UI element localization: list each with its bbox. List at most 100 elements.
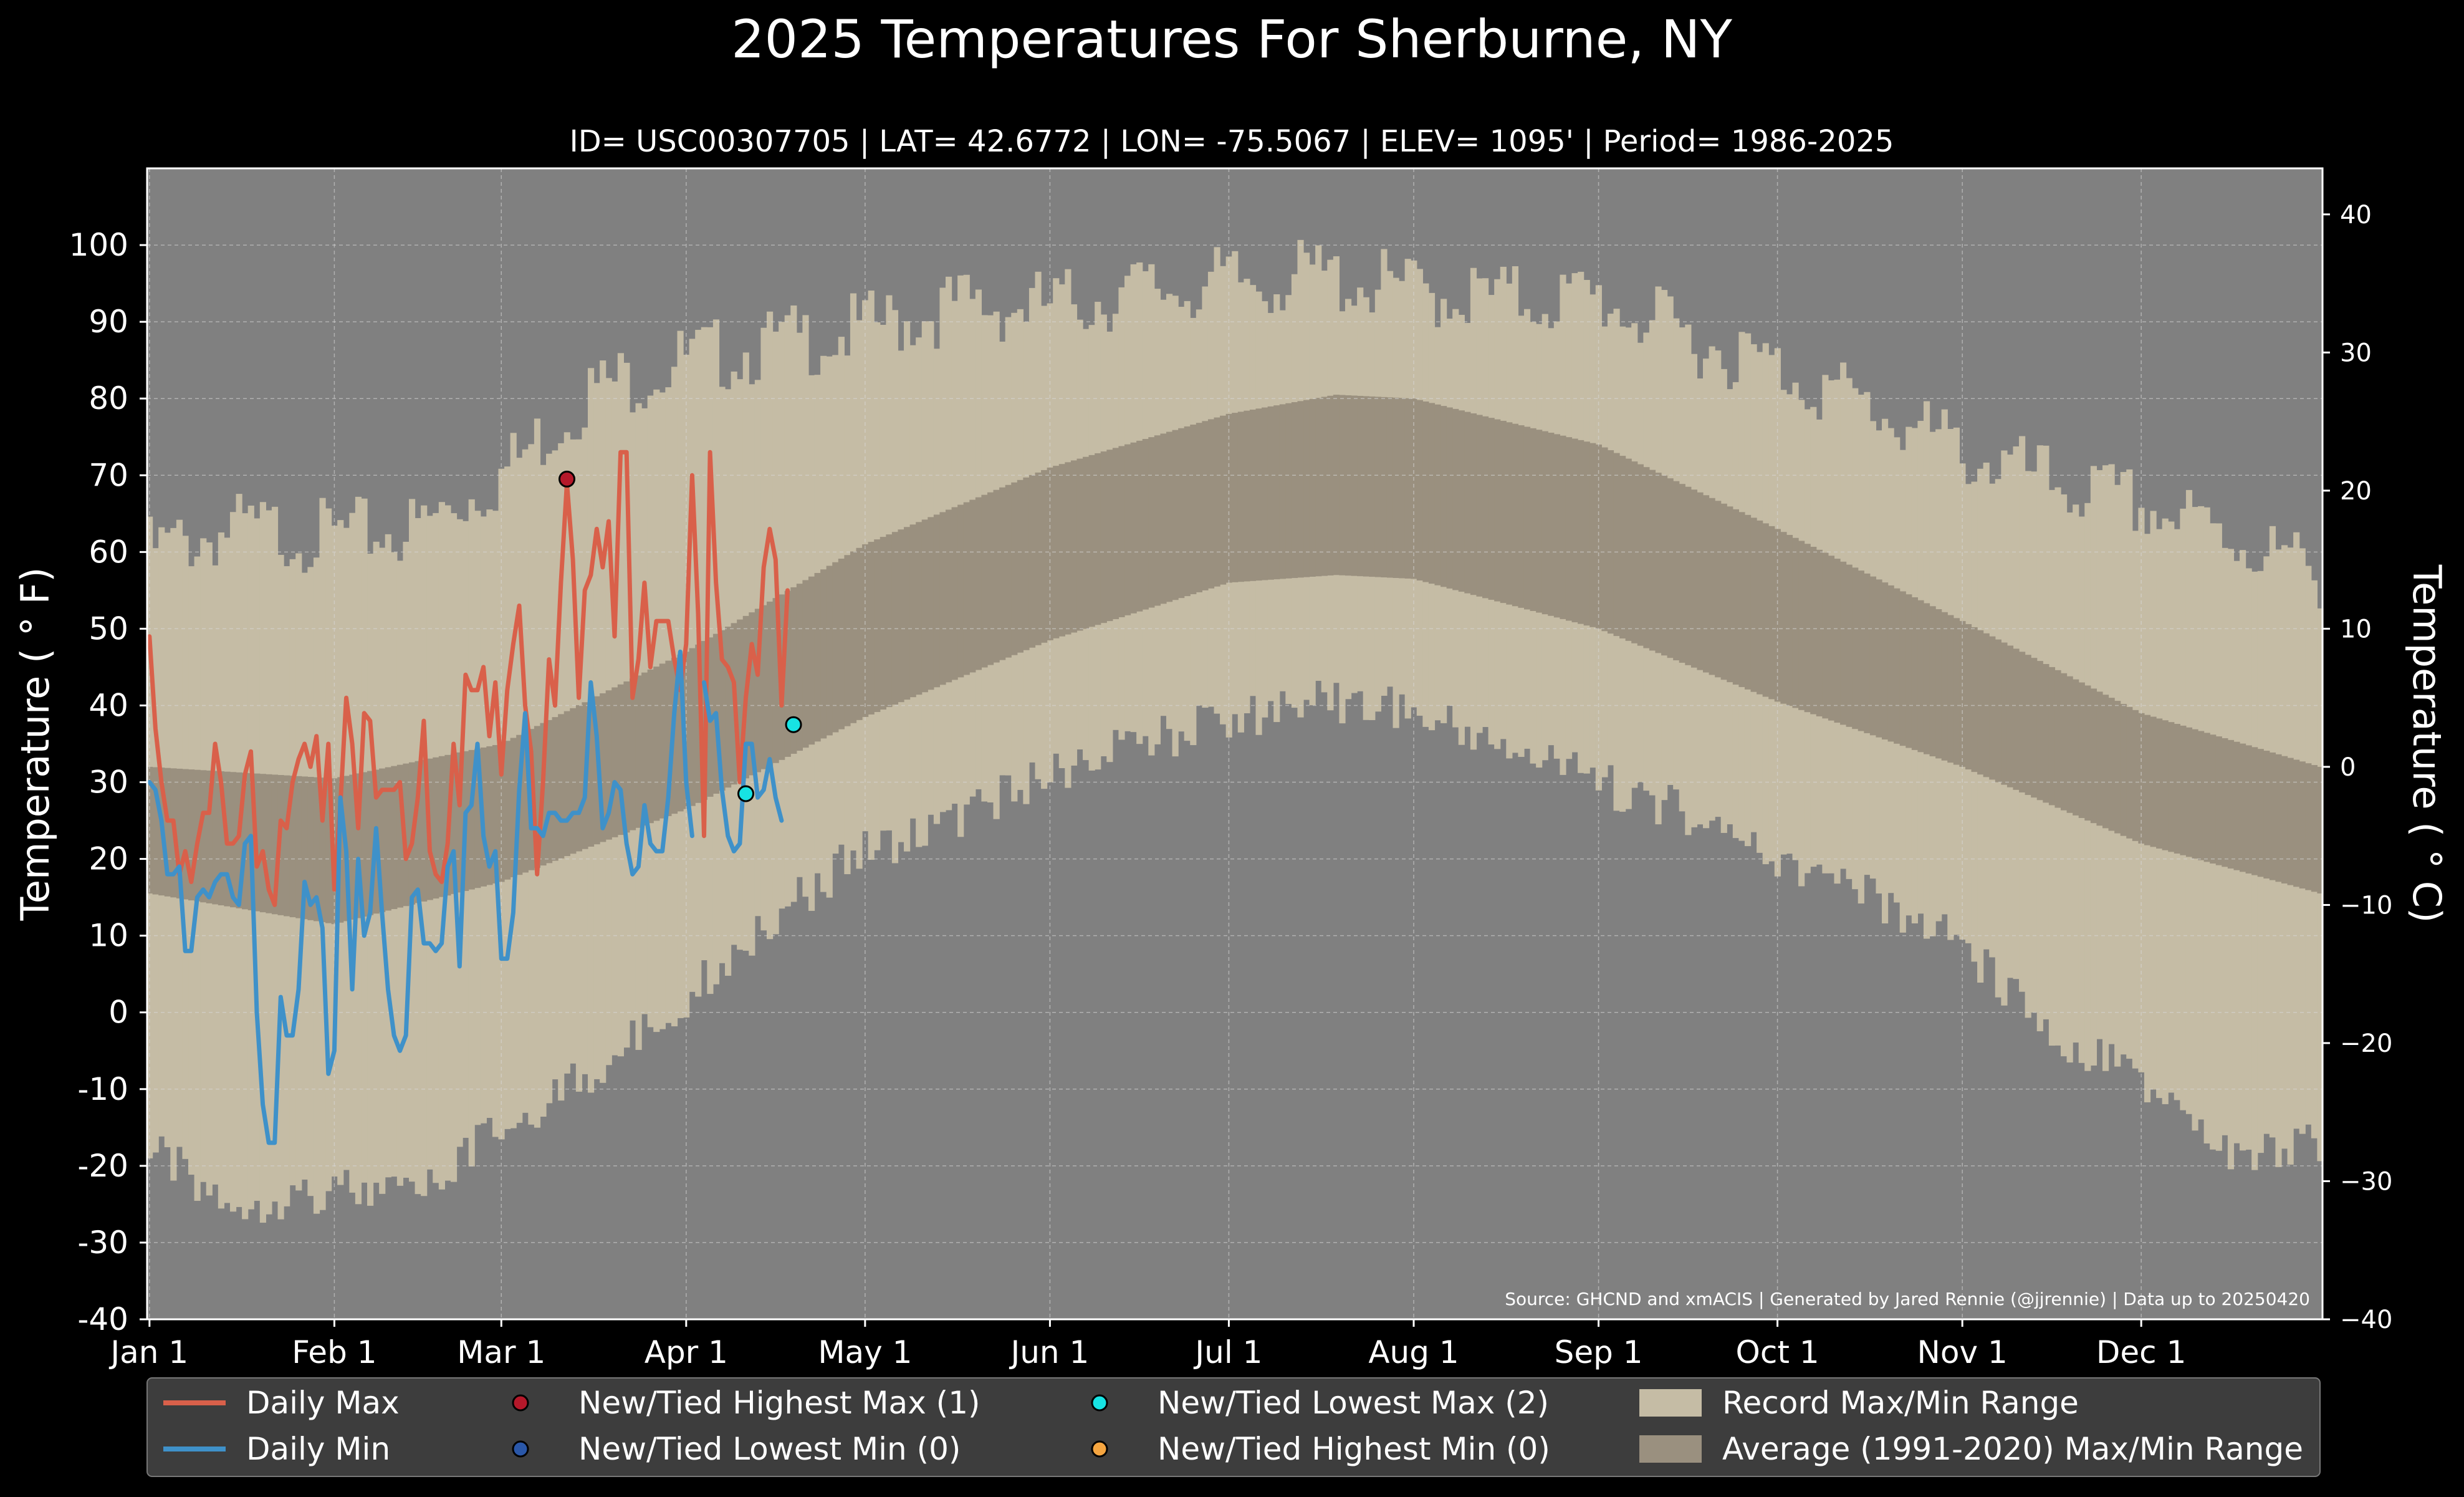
normal-range-bar: [850, 551, 857, 723]
normal-range-bar: [188, 769, 195, 901]
normal-range-bar: [1017, 479, 1023, 653]
normal-range-bar: [1578, 440, 1584, 624]
normal-range-bar: [981, 494, 988, 668]
normal-range-bar: [2269, 752, 2276, 880]
normal-range-bar: [635, 675, 642, 828]
normal-range-bar: [2019, 652, 2026, 792]
normal-range-bar: [307, 776, 314, 920]
normal-range-bar: [1070, 460, 1078, 633]
normal-range-bar: [1637, 464, 1644, 646]
normal-range-bar: [522, 731, 529, 873]
legend-box: [146, 1377, 2321, 1477]
normal-range-bar: [206, 770, 213, 903]
record-marker: [737, 785, 755, 802]
normal-range-bar: [1441, 406, 1447, 587]
normal-range-bar: [2233, 741, 2240, 870]
normal-range-bar: [886, 534, 893, 708]
normal-range-bar: [1619, 456, 1626, 638]
normal-range-bar: [1351, 395, 1358, 576]
normal-range-bar: [1262, 407, 1268, 580]
y-axis-left: -40 -30 -20 -10 0 10 20 30 40 50 60 70 80 90 100: [69, 227, 147, 1337]
normal-range-bar: [361, 772, 368, 917]
normal-range-bar: [218, 771, 225, 906]
normal-range-bar: [1028, 474, 1036, 648]
normal-range-bar: [1494, 419, 1501, 602]
normal-range-bar: [2120, 704, 2127, 836]
normal-range-bar: [1601, 447, 1608, 632]
y-tick-label-right: −20: [2340, 1029, 2392, 1058]
normal-range-bar: [665, 660, 672, 816]
normal-range-bar: [1589, 443, 1596, 627]
normal-range-bar: [1876, 579, 1882, 738]
y-tick-label-right: −10: [2340, 891, 2392, 920]
y-tick-label-left: -20: [77, 1148, 128, 1184]
normal-range-bar: [1762, 523, 1769, 697]
normal-range-bar: [683, 652, 690, 809]
normal-range-bar: [1190, 425, 1197, 595]
normal-range-bar: [1977, 630, 1984, 775]
normal-range-bar: [1303, 400, 1310, 577]
y-tick-label-left: -30: [77, 1225, 128, 1261]
normal-range-bar: [623, 681, 630, 833]
normal-range-bar: [1321, 397, 1328, 576]
normal-range-bar: [2192, 729, 2198, 859]
x-tick-label: Nov 1: [1917, 1334, 2008, 1370]
record-markers: [558, 470, 802, 802]
normal-range-bar: [963, 502, 970, 675]
legend-label: Record Max/Min Range: [1722, 1385, 2079, 1421]
normal-range-bar: [2102, 695, 2109, 829]
normal-range-bar: [1011, 482, 1018, 655]
normal-range-bar: [2013, 648, 2020, 790]
legend-swatch-marker: [512, 1394, 529, 1412]
normal-range-bar: [916, 522, 923, 695]
normal-range-bar: [2096, 691, 2103, 826]
normal-range-bar: [1679, 484, 1685, 663]
normal-range-bar: [820, 569, 827, 739]
normal-range-bar: [975, 497, 982, 670]
normal-range-bar: [1023, 477, 1030, 650]
normal-range-bar: [1422, 401, 1429, 582]
record-marker: [785, 716, 802, 733]
normal-range-bar: [396, 764, 404, 908]
normal-range-bar: [1148, 437, 1155, 608]
normal-range-bar: [1530, 428, 1536, 612]
normal-range-bar: [367, 771, 374, 915]
normal-range-bar: [1941, 612, 1948, 761]
normal-range-bar: [611, 687, 618, 837]
legend-swatch-marker: [1091, 1394, 1108, 1412]
normal-range-bar: [2126, 706, 2133, 839]
normal-range-bar: [2084, 685, 2091, 821]
normal-range-bar: [1273, 405, 1280, 580]
y-tick-label-left: 30: [89, 764, 128, 801]
normal-range-bar: [2043, 664, 2049, 803]
normal-range-bar: [1661, 475, 1668, 656]
y-tick-label-left: 50: [89, 610, 128, 647]
normal-range-bar: [904, 527, 911, 700]
normal-range-bar: [946, 509, 952, 683]
normal-range-bar: [1220, 415, 1227, 585]
normal-range-bar: [1393, 397, 1399, 578]
normal-range-bar: [295, 776, 302, 918]
normal-range-bar: [456, 752, 463, 893]
y-tick-label-right: −30: [2340, 1167, 2392, 1196]
normal-range-bar: [570, 708, 577, 854]
normal-range-bar: [2311, 765, 2318, 892]
normal-range-bar: [1244, 410, 1250, 582]
normal-range-bar: [1906, 594, 1912, 748]
normal-range-bar: [2299, 761, 2306, 888]
legend-swatch-marker: [1091, 1440, 1108, 1458]
normal-range-bar: [563, 711, 570, 857]
normal-range-bar: [1416, 400, 1423, 580]
normal-range-bar: [1822, 552, 1829, 719]
normal-range-bar: [1804, 544, 1811, 713]
normal-range-bar: [1506, 422, 1513, 605]
x-tick-label: Jun 1: [1009, 1334, 1090, 1370]
normal-range-bar: [1899, 591, 1906, 746]
normal-range-bar: [1923, 603, 1930, 754]
normal-range-bar: [1112, 448, 1119, 620]
normal-range-bar: [933, 514, 941, 688]
normal-range-bar: [677, 655, 684, 812]
normal-range-bar: [1154, 435, 1161, 606]
normal-range-bar: [1989, 636, 1996, 780]
normal-range-bar: [1207, 419, 1215, 589]
